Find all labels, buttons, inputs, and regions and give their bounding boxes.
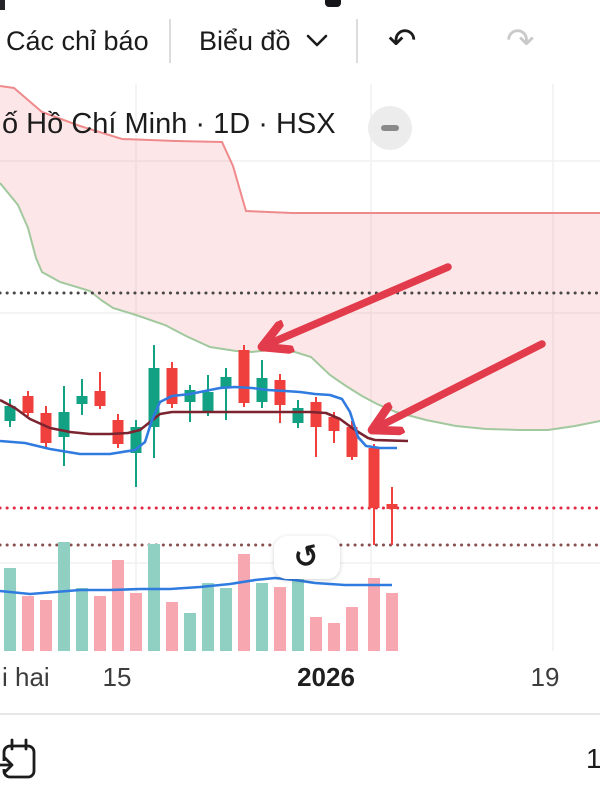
- volume-bar: [94, 596, 106, 651]
- volume-bar: [274, 587, 286, 651]
- ichimoku-cloud: [0, 86, 600, 430]
- chart-type-button[interactable]: Biểu đồ: [199, 0, 329, 82]
- volume-bar: [220, 588, 232, 651]
- cloud-top-line: [0, 85, 600, 214]
- timeframe-button[interactable]: 1: [586, 743, 600, 774]
- candle-body: [184, 390, 196, 402]
- candle-body: [148, 368, 160, 427]
- candle-body: [368, 448, 380, 508]
- candle-body: [94, 391, 106, 406]
- candle-body: [220, 377, 232, 387]
- volume-bar: [184, 613, 196, 651]
- drawn-arrow-annotation: [374, 340, 546, 429]
- collapse-legend-button[interactable]: [368, 106, 412, 150]
- candle-body: [130, 427, 142, 453]
- candle-body: [274, 380, 286, 405]
- x-axis-label: 15: [102, 662, 132, 692]
- redo-button[interactable]: ↷: [506, 0, 535, 82]
- indicators-button[interactable]: Các chỉ báo: [6, 0, 149, 82]
- chart-type-label: Biểu đồ: [199, 25, 291, 56]
- drawn-arrow-annotation: [264, 263, 452, 346]
- candle-body: [310, 402, 322, 427]
- x-axis-label-year: 2026: [297, 662, 355, 692]
- volume-bar: [368, 578, 380, 651]
- candle-body: [112, 420, 124, 444]
- volume-bar: [148, 544, 160, 651]
- toolbar-divider: [169, 19, 171, 63]
- undo-icon: ↶: [388, 22, 417, 60]
- volume-bar: [130, 593, 142, 651]
- volume-bar: [238, 554, 250, 651]
- candle-body: [76, 396, 88, 404]
- volume-bar: [4, 568, 16, 651]
- candle-body: [202, 392, 214, 412]
- x-axis-label: 19: [530, 662, 560, 692]
- undo-button[interactable]: ↶: [388, 0, 417, 82]
- volume-bar: [22, 596, 34, 651]
- volume-bar: [202, 583, 214, 651]
- minus-icon: [381, 125, 399, 131]
- redo-icon: ↷: [506, 22, 535, 60]
- candle-body: [386, 504, 398, 509]
- top-toolbar: Các chỉ báo Biểu đồ ↶ ↷: [0, 0, 600, 82]
- candle-body: [4, 406, 16, 421]
- indicators-label: Các chỉ báo: [6, 25, 149, 56]
- refresh-icon: ↺: [291, 538, 323, 576]
- volume-bar: [166, 602, 178, 651]
- candle-body: [292, 408, 304, 423]
- ma-blue-line: [0, 385, 397, 456]
- volume-bar: [328, 623, 340, 651]
- volume-bar: [292, 579, 304, 651]
- candle-body: [58, 412, 70, 437]
- volume-ma-line: [0, 576, 392, 596]
- symbol-title: ố Hồ Chí Minh · 1D · HSX: [2, 108, 336, 140]
- candle-body: [328, 417, 340, 431]
- candle-body: [166, 368, 178, 404]
- volume-bar: [386, 593, 398, 651]
- volume-bar: [256, 583, 268, 651]
- x-axis[interactable]: i hai 15 2026 19: [0, 662, 600, 702]
- volume-bar: [310, 617, 322, 651]
- ma-dark-line: [0, 398, 409, 443]
- chevron-down-icon: [306, 34, 327, 47]
- status-bar-notch: [325, 0, 341, 7]
- candle-body: [238, 350, 250, 403]
- volume-bar: [112, 560, 124, 651]
- status-bar-artifact: [0, 0, 5, 10]
- candle-body: [40, 413, 52, 443]
- volume-bar: [58, 542, 70, 651]
- candle-body: [346, 427, 358, 457]
- bottom-toolbar: 1: [0, 715, 600, 800]
- go-to-date-button[interactable]: [0, 737, 42, 785]
- bottom-separator: [0, 713, 600, 715]
- candle-body: [22, 396, 34, 413]
- x-axis-label: i hai: [2, 662, 50, 692]
- calendar-arrow-icon: [0, 738, 36, 779]
- toolbar-divider: [356, 19, 358, 63]
- volume-bar: [76, 588, 88, 651]
- volume-bar: [346, 607, 358, 651]
- volume-bar: [40, 600, 52, 651]
- reset-chart-button[interactable]: ↺: [274, 536, 340, 579]
